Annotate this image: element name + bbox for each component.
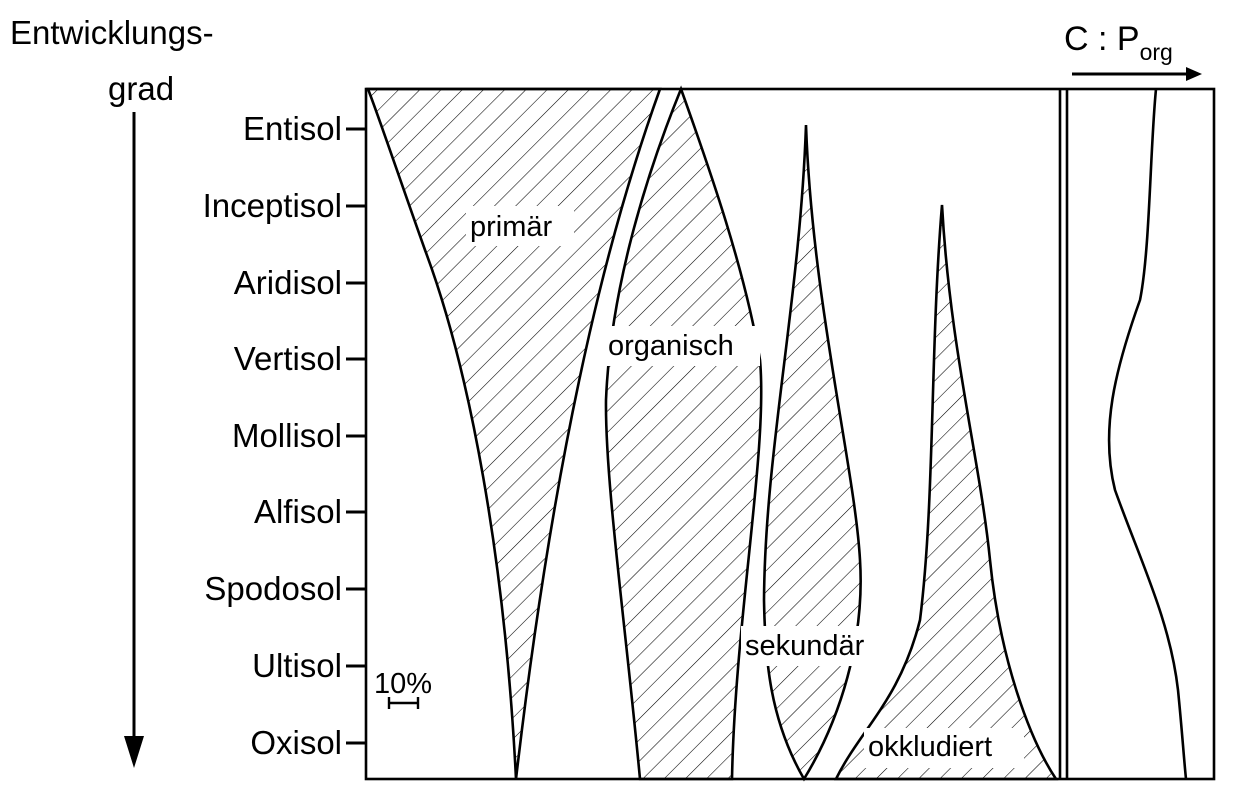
- scale-label: 10%: [374, 668, 432, 700]
- band-secondary: [762, 124, 862, 782]
- axis-title-line1: Entwicklungs-: [10, 14, 214, 51]
- y-ticks: [346, 127, 366, 745]
- cp-ratio-arrowhead: [1186, 67, 1202, 81]
- soil-label-ultisol: Ultisol: [252, 647, 342, 684]
- cp-ratio-label: C : Porg: [1064, 20, 1173, 65]
- soil-label-mollisol: Mollisol: [232, 417, 342, 454]
- band-organic: [604, 85, 763, 781]
- axis-title-line2: grad: [108, 70, 174, 107]
- band-label-occluded-bg: [864, 728, 1024, 768]
- band-label-primary-group: primär: [466, 206, 574, 246]
- soil-label-oxisol: Oxisol: [250, 724, 342, 761]
- band-label-organic: organisch: [608, 330, 734, 362]
- band-label-organic-group: organisch: [604, 326, 760, 366]
- band-label-secondary: sekundär: [745, 630, 865, 662]
- cp-ratio-label-sub: org: [1140, 39, 1173, 65]
- band-label-primary: primär: [470, 211, 553, 243]
- scale-bar: [387, 697, 420, 709]
- band-label-primary-bg: [466, 206, 574, 246]
- cp-ratio-curve: [1107, 88, 1188, 780]
- band-label-organic-bg: [604, 326, 760, 366]
- plot-frame: [364, 87, 1216, 781]
- soil-labels: Entisol Inceptisol Aridisol Vertisol Mol…: [203, 110, 342, 761]
- soil-label-entisol: Entisol: [243, 110, 342, 147]
- soil-label-aridisol: Aridisol: [234, 264, 342, 301]
- development-arrowhead: [124, 736, 144, 768]
- band-occluded: [833, 204, 1059, 781]
- band-label-occluded-group: okkludiert: [864, 728, 1024, 768]
- band-label-secondary-bg: [741, 626, 893, 666]
- band-primary: [366, 87, 662, 780]
- soil-label-alfisol: Alfisol: [254, 493, 342, 530]
- soil-label-inceptisol: Inceptisol: [203, 187, 342, 224]
- soil-label-vertisol: Vertisol: [234, 340, 342, 377]
- band-label-secondary-group: sekundär: [741, 626, 893, 666]
- soil-label-spodosol: Spodosol: [204, 570, 342, 607]
- band-label-occluded: okkludiert: [868, 731, 992, 763]
- cp-ratio-label-main: C : P: [1064, 20, 1140, 58]
